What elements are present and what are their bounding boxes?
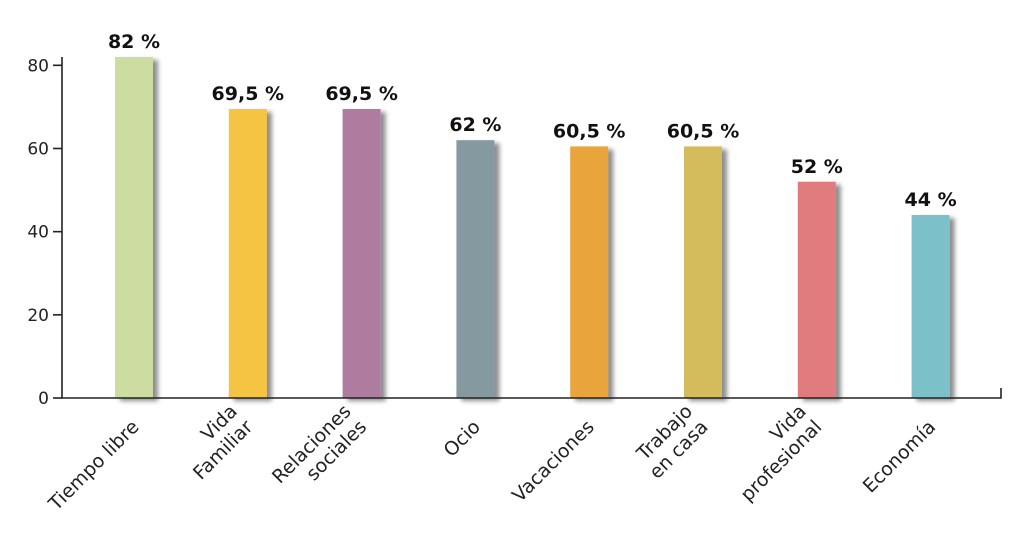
x-category-label-line: Tiempo libre — [44, 416, 144, 516]
bar — [797, 181, 836, 398]
axis-lines — [61, 57, 1002, 399]
y-tick-label: 60 — [27, 139, 49, 159]
bar-value-label: 52 % — [791, 156, 843, 178]
bars-layer — [115, 57, 950, 399]
x-category-label: Tiempo libre — [44, 416, 144, 516]
y-tick-label: 0 — [38, 389, 49, 409]
x-category-label: Ocio — [439, 416, 484, 461]
bar — [911, 215, 950, 398]
x-category-label: Vacaciones — [508, 416, 599, 507]
bar-value-label: 60,5 % — [553, 120, 626, 142]
bar — [342, 108, 381, 399]
bar-value-label: 44 % — [905, 189, 957, 211]
bar-value-label: 62 % — [449, 114, 501, 136]
bar — [456, 140, 495, 399]
bar — [570, 146, 609, 398]
bar-value-label: 69,5 % — [212, 83, 285, 105]
x-category-label-line: Ocio — [439, 416, 484, 461]
bar-value-label: 82 % — [108, 31, 160, 53]
bar — [115, 57, 153, 398]
y-tick-label: 20 — [27, 306, 49, 326]
y-tick-label: 80 — [27, 56, 49, 76]
bar-value-label: 69,5 % — [325, 83, 398, 105]
x-category-label-line: Economía — [859, 416, 940, 497]
bar — [228, 108, 267, 399]
bar — [684, 146, 722, 398]
x-category-label: Economía — [859, 416, 940, 497]
x-category-label-line: Vacaciones — [508, 416, 599, 507]
axes-layer: 0 20 40 60 80 — [27, 56, 1002, 409]
bar-value-label: 60,5 % — [667, 120, 740, 142]
y-tick-label: 40 — [27, 223, 49, 243]
